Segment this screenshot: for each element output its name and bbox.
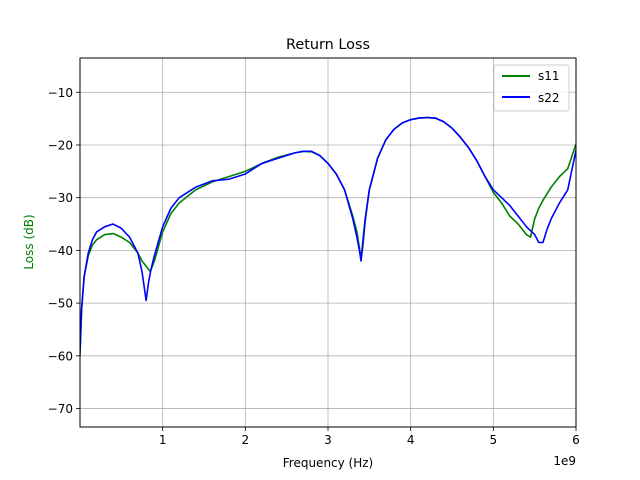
legend: s11 s22 [493,64,570,112]
y-tick-label: −20 [48,138,73,152]
y-axis-label: Loss (dB) [22,214,36,269]
x-tick-label: 6 [572,433,580,447]
x-tick-label: 2 [242,433,250,447]
legend-label-s11: s11 [538,69,560,83]
y-tick-label: −10 [48,86,73,100]
x-axis-offset-label: 1e9 [553,454,576,468]
data-series [80,116,576,357]
y-tick-label: −60 [48,349,73,363]
y-tick-label: −70 [48,402,73,416]
x-axis-label: Frequency (Hz) [283,456,374,470]
x-tick-label: 3 [324,433,332,447]
y-tick-label: −30 [48,191,73,205]
x-tick-label: 4 [407,433,415,447]
axis-ticks: 1 2 3 4 5 6 −10 −20 −30 −40 −50 −60 −70 [48,86,580,447]
y-tick-label: −40 [48,244,73,258]
x-tick-label: 5 [490,433,498,447]
series-line-s11 [80,116,576,357]
series-line-s22 [80,116,576,352]
y-tick-label: −50 [48,297,73,311]
legend-label-s22: s22 [538,91,560,105]
chart-title: Return Loss [286,37,370,53]
x-tick-label: 1 [159,433,167,447]
